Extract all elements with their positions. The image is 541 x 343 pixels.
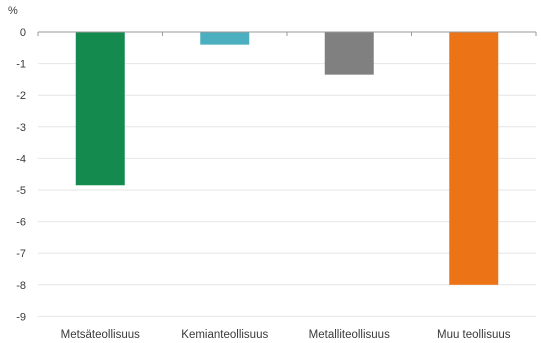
y-tick-label: -2	[16, 90, 26, 102]
x-category-label: Muu teollisuus	[437, 329, 511, 341]
x-category-label: Metalliteollisuus	[309, 329, 390, 341]
y-tick-label: 0	[20, 27, 26, 39]
x-category-label: Kemianteollisuus	[181, 329, 268, 341]
bar-muu-teollisuus	[449, 32, 499, 285]
x-category-label: Metsäteollisuus	[61, 329, 141, 341]
bar-mets-teollisuus	[75, 32, 125, 186]
x-axis-categories: Metsäteollisuus Kemianteollisuus Metallite…	[61, 329, 511, 341]
y-axis-ticks: 0 -1 -2 -3 -4 -5 -6 -7 -8 -9	[16, 27, 26, 323]
bars	[37, 31, 537, 285]
y-axis-unit: %	[8, 5, 18, 17]
bar-metalliteollisuus	[324, 32, 374, 75]
y-tick-label: -5	[16, 185, 26, 197]
y-tick-label: -1	[16, 59, 26, 71]
y-tick-label: -9	[16, 311, 26, 323]
bar-kemianteollisuus	[200, 32, 250, 45]
y-tick-label: -8	[16, 280, 26, 292]
y-tick-label: -7	[16, 248, 26, 260]
y-tick-label: -3	[16, 122, 26, 134]
y-tick-label: -6	[16, 217, 26, 229]
y-tick-label: -4	[16, 153, 26, 165]
